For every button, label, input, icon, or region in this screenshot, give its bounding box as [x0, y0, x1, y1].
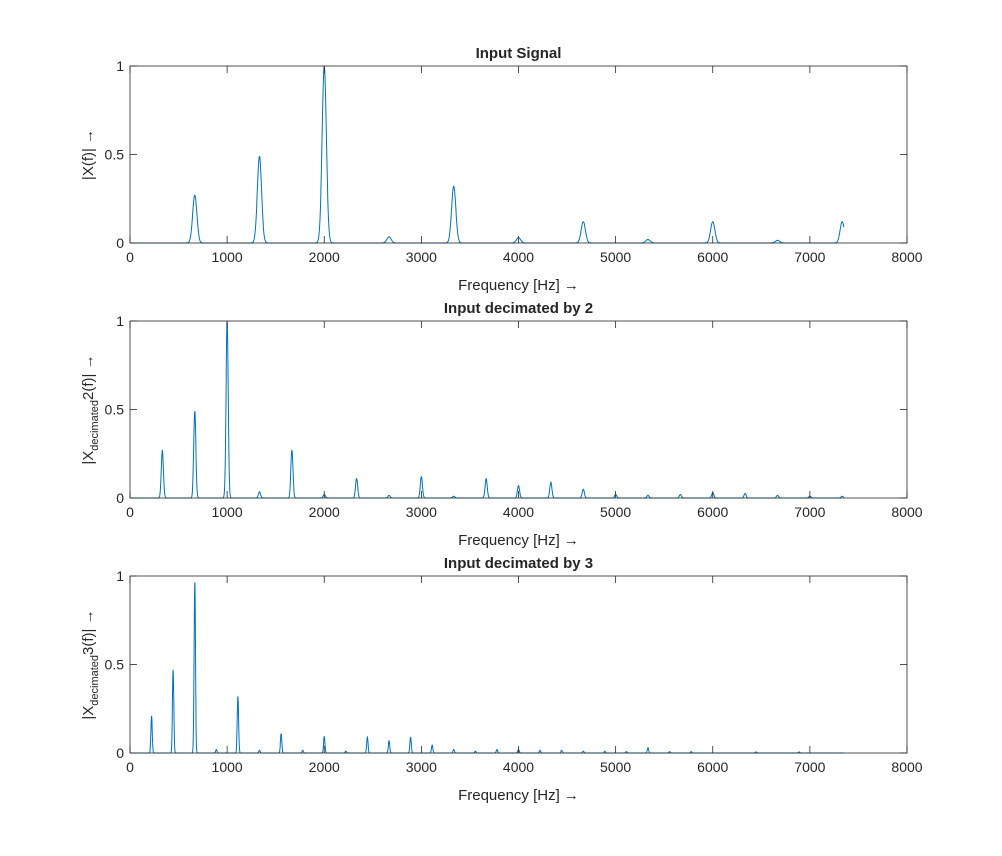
y-label-main: |X(f)| →: [80, 129, 97, 180]
x-tick-label: 8000: [891, 249, 922, 265]
subplot-1: 0 1000 2000 3000 4000 5000 6000 7000 8000 0 0.5 1 In…: [80, 45, 923, 294]
x-tick-label: 2000: [309, 759, 340, 775]
series-line: [130, 582, 844, 754]
y-axis-label: |Xdecimated2(f)| →: [80, 354, 101, 464]
subplot-title: Input decimated by 2: [444, 300, 593, 317]
x-tick-label: 5000: [600, 504, 631, 520]
x-tick-label: 7000: [794, 504, 825, 520]
x-tick-label: 8000: [891, 504, 922, 520]
y-tick-label: 0.5: [105, 657, 125, 673]
x-axis-label: Frequency [Hz] →: [458, 277, 579, 294]
x-tick-label: 5000: [600, 249, 631, 265]
y-label-main: |X: [80, 706, 97, 720]
x-tick-label: 5000: [600, 759, 631, 775]
y-tick-label: 1: [116, 568, 124, 584]
y-axis-label: |X(f)| →: [80, 129, 97, 180]
axes-box: [129, 65, 908, 244]
x-tick-label: 0: [126, 504, 134, 520]
axes-box: [129, 575, 908, 754]
x-tick-label: 1000: [212, 759, 243, 775]
y-tick-label: 0.5: [105, 147, 125, 163]
x-tick-label: 4000: [503, 249, 534, 265]
y-label-subscript: decimated: [89, 655, 101, 706]
y-tick-label: 0.5: [105, 402, 125, 418]
subplot-3: 0 1000 2000 3000 4000 5000 6000 7000 8000 0 0.5 1 In…: [80, 555, 923, 804]
x-tick-label: 3000: [406, 759, 437, 775]
x-tick-label: 7000: [794, 759, 825, 775]
x-tick-label: 6000: [697, 759, 728, 775]
x-tick-label: 4000: [503, 759, 534, 775]
y-label-main: |X: [80, 451, 97, 465]
y-tick-label: 0: [116, 235, 124, 251]
x-tick-label: 0: [126, 759, 134, 775]
y-label-subscript: decimated: [89, 400, 101, 451]
y-label-tail: 2(f)| →: [80, 354, 97, 400]
x-tick-label: 4000: [503, 504, 534, 520]
subplot-title: Input decimated by 3: [444, 555, 593, 572]
axes-box: [129, 320, 908, 499]
y-label-tail: 3(f)| →: [80, 609, 97, 655]
x-tick-label: 2000: [309, 249, 340, 265]
subplot-title: Input Signal: [476, 45, 562, 62]
x-tick-label: 3000: [406, 504, 437, 520]
y-axis-label: |Xdecimated3(f)| →: [80, 609, 101, 719]
series-line: [130, 320, 845, 499]
x-tick-label: 8000: [891, 759, 922, 775]
x-tick-label: 7000: [794, 249, 825, 265]
x-tick-label: 2000: [309, 504, 340, 520]
x-axis-label: Frequency [Hz] →: [458, 532, 579, 549]
x-tick-label: 3000: [406, 249, 437, 265]
x-tick-label: 6000: [697, 504, 728, 520]
x-tick-label: 6000: [697, 249, 728, 265]
x-axis-label: Frequency [Hz] →: [458, 787, 579, 804]
x-tick-label: 1000: [212, 504, 243, 520]
y-tick-label: 1: [116, 58, 124, 74]
y-tick-label: 0: [116, 745, 124, 761]
y-tick-label: 0: [116, 490, 124, 506]
subplot-2: 0 1000 2000 3000 4000 5000 6000 7000 8000 0 0.5 1 In…: [80, 300, 923, 549]
x-tick-label: 0: [126, 249, 134, 265]
x-tick-label: 1000: [212, 249, 243, 265]
series-line: [130, 65, 845, 244]
y-tick-label: 1: [116, 313, 124, 329]
